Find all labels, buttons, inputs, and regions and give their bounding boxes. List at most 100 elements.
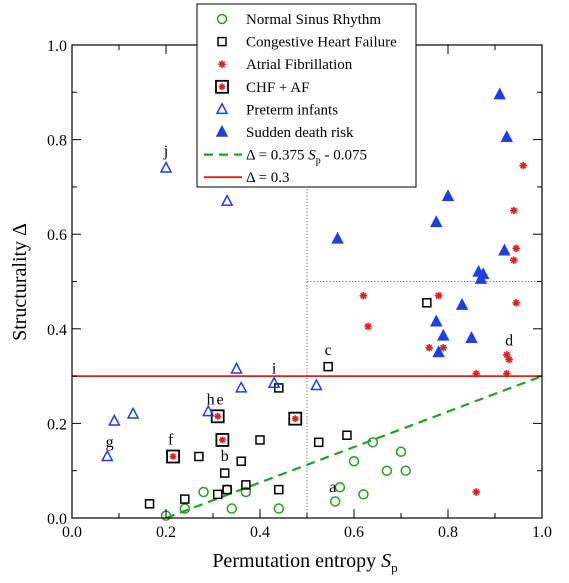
chf-af-point [210,409,225,424]
annotation-label: f [168,432,174,449]
atrial-fibrillation-point [434,291,443,300]
normal-sinus-rhythm-point [348,455,360,467]
chf-af-point [215,433,230,447]
congestive-heart-failure-point [194,451,204,462]
legend-entry: CHF + AF [215,80,310,96]
sudden-death-risk-point [432,345,445,358]
legend-label: Congestive Heart Failure [246,35,397,51]
legend-label: Sudden death risk [246,125,354,141]
y-axis-label: Structurality Δ [9,223,31,341]
legend-label: Atrial Fibrillation [246,57,353,73]
x-axis-label: Permutation entropy Sp [212,550,397,575]
normal-sinus-rhythm-point [179,503,191,514]
x-tick-label: 0.4 [250,524,270,541]
legend-swatch [215,124,229,137]
normal-sinus-rhythm-point [198,486,209,498]
congestive-heart-failure-point [144,499,155,509]
normal-sinus-rhythm-point [334,482,346,493]
x-tick-label: 1.0 [532,524,552,541]
sudden-death-risk-point [455,298,469,310]
legend-entry: Normal Sinus Rhythm [216,12,381,28]
atrial-fibrillation-point [425,343,433,352]
legend-entry: Δ = 0.375 Sp - 0.075 [204,148,367,167]
y-tick-label: 0.8 [47,133,67,150]
normal-sinus-rhythm-point [329,496,341,507]
preterm-infants-point [108,413,121,426]
preterm-infants-point [267,376,281,388]
preterm-infants-point [310,378,323,391]
normal-sinus-rhythm-point [367,437,379,448]
chf-af-point [166,449,180,464]
legend-entry: Sudden death risk [215,124,354,141]
atrial-fibrillation-point [512,244,520,253]
sudden-death-risk-point [437,328,450,341]
x-tick-label: 0.8 [438,524,458,541]
preterm-infants-point [202,404,215,417]
congestive-heart-failure-point [212,489,223,500]
normal-sinus-rhythm-point [395,446,407,458]
congestive-heart-failure-point [342,430,352,440]
sudden-death-risk-point [430,314,443,327]
legend-swatch [215,102,229,115]
sudden-death-risk-point [500,130,513,142]
annotation-label: j [163,143,168,160]
atrial-fibrillation-point [512,298,520,307]
sudden-death-risk-point [493,87,506,100]
atrial-fibrillation-point [359,291,368,300]
atrial-fibrillation-point [505,355,513,364]
tick-labels: 0.00.0 0.2 0.2 0.4 0.4 0.6 0.6 0.8 0.8 1.0 1.0 [47,38,552,541]
legend-entry: Preterm infants [215,102,338,118]
x-tick-label: 0.2 [156,524,176,541]
congestive-heart-failure-point [222,484,232,495]
annotation-label: h [207,391,215,408]
normal-sinus-rhythm-point [358,489,369,500]
legend-swatch [218,60,226,68]
annotation-label: c [325,342,332,359]
sudden-death-risk-point [498,243,511,256]
y-tick-label: 0.2 [47,416,67,433]
x-tick-label: 0.6 [344,524,364,541]
atrial-fibrillation-point [472,488,480,496]
atrial-fibrillation-point [472,369,480,378]
legend-swatch [217,36,227,47]
annotation-label: a [329,479,336,496]
annotation-label: i [272,361,277,378]
data-points [101,87,527,521]
atrial-fibrillation-point [519,161,527,170]
legend-entry: Δ = 0.3 [204,170,290,186]
legend-label: Normal Sinus Rhythm [246,12,381,28]
normal-sinus-rhythm-point [221,484,233,495]
legend-box [196,3,417,188]
normal-sinus-rhythm-point [240,486,252,498]
normal-sinus-rhythm-point [400,465,411,476]
congestive-heart-failure-point [323,361,333,372]
congestive-heart-failure-point [180,494,190,504]
congestive-heart-failure-point [255,435,265,445]
chf-af-point [288,411,303,426]
y-tick-label: 0.4 [47,322,67,339]
legend-label: Preterm infants [246,102,338,118]
congestive-heart-failure-point [241,480,251,490]
congestive-heart-failure-point [422,298,432,308]
preterm-infants-point [126,406,140,419]
normal-sinus-rhythm-point [226,503,238,514]
legend-swatch [216,13,228,25]
preterm-infants-point [220,193,234,206]
congestive-heart-failure-point [314,437,324,448]
y-tick-label: 1.0 [47,38,67,55]
preterm-infants-point [159,160,173,173]
atrial-fibrillation-point [502,369,511,378]
congestive-heart-failure-point [220,468,230,478]
y-tick-label: 0.0 [47,511,67,528]
legend-label: Δ = 0.375 Sp - 0.075 [246,148,367,167]
annotation-label: e [216,391,223,408]
preterm-infants-point [101,449,114,462]
atrial-fibrillation-point [510,206,518,215]
legend-label: Δ = 0.3 [246,170,290,186]
preterm-infants-point [230,361,243,374]
sudden-death-risk-point [331,231,344,244]
atrial-fibrillation-point [364,322,372,331]
annotation-label: d [505,332,513,349]
atrial-fibrillation-point [510,256,518,265]
